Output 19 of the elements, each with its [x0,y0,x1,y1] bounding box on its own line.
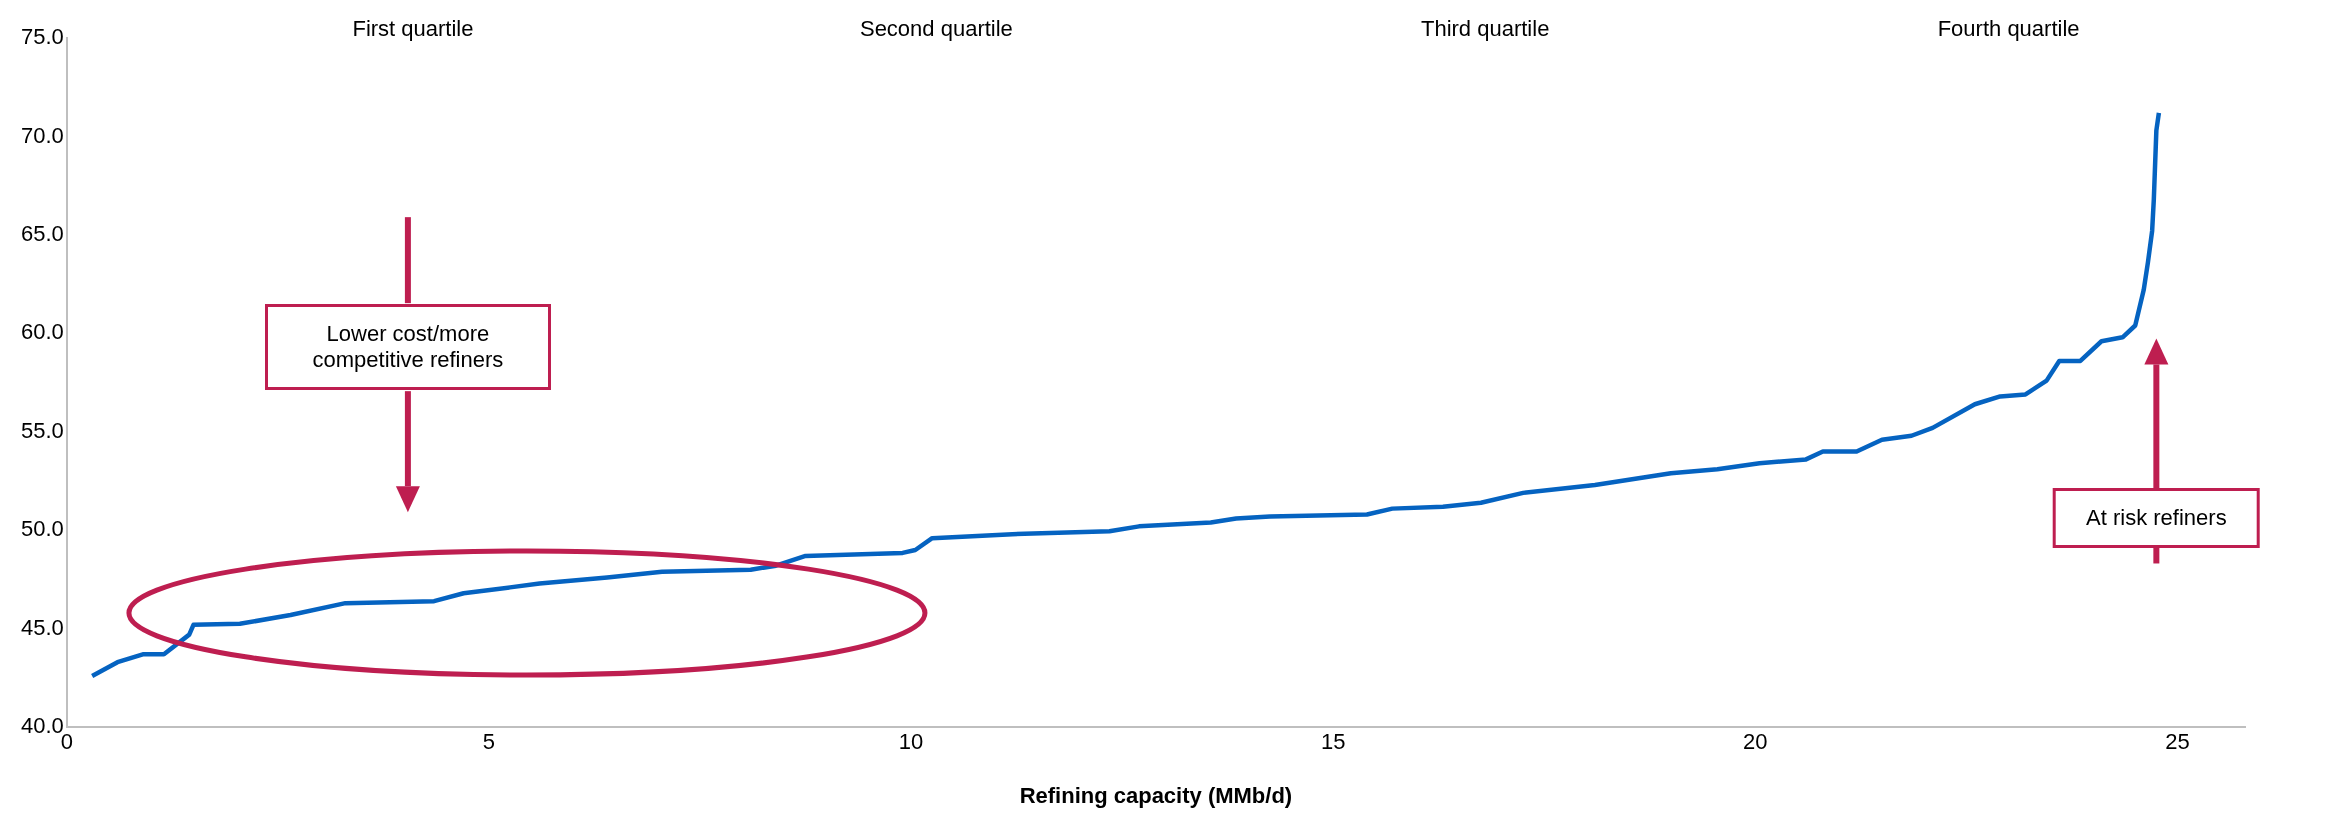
x-axis-title: Refining capacity (MMb/d) [1019,782,1293,808]
x-tick-label: 5 [482,729,496,755]
y-tick-label: 65.0 [20,220,64,246]
annotation: At risk refiners [2053,488,2260,549]
annotation: Fourth quartile [1937,16,2080,42]
annotation: First quartile [352,16,474,42]
y-tick-label: 55.0 [20,417,64,443]
y-tick-label: 50.0 [20,516,64,542]
y-tick-label: 60.0 [20,319,64,345]
x-tick-label: 20 [1743,729,1768,755]
y-tick-label: 45.0 [20,614,64,640]
annotation: Second quartile [859,16,1013,42]
annotation: Third quartile [1420,16,1550,42]
y-tick-label: 75.0 [20,24,64,50]
x-tick-label: 25 [2165,729,2190,755]
y-tick-label: 70.0 [20,122,64,148]
x-tick-label: 15 [1320,729,1346,755]
x-tick-label: 10 [898,729,924,755]
annotation: Lower cost/more competitive refiners [264,304,551,391]
